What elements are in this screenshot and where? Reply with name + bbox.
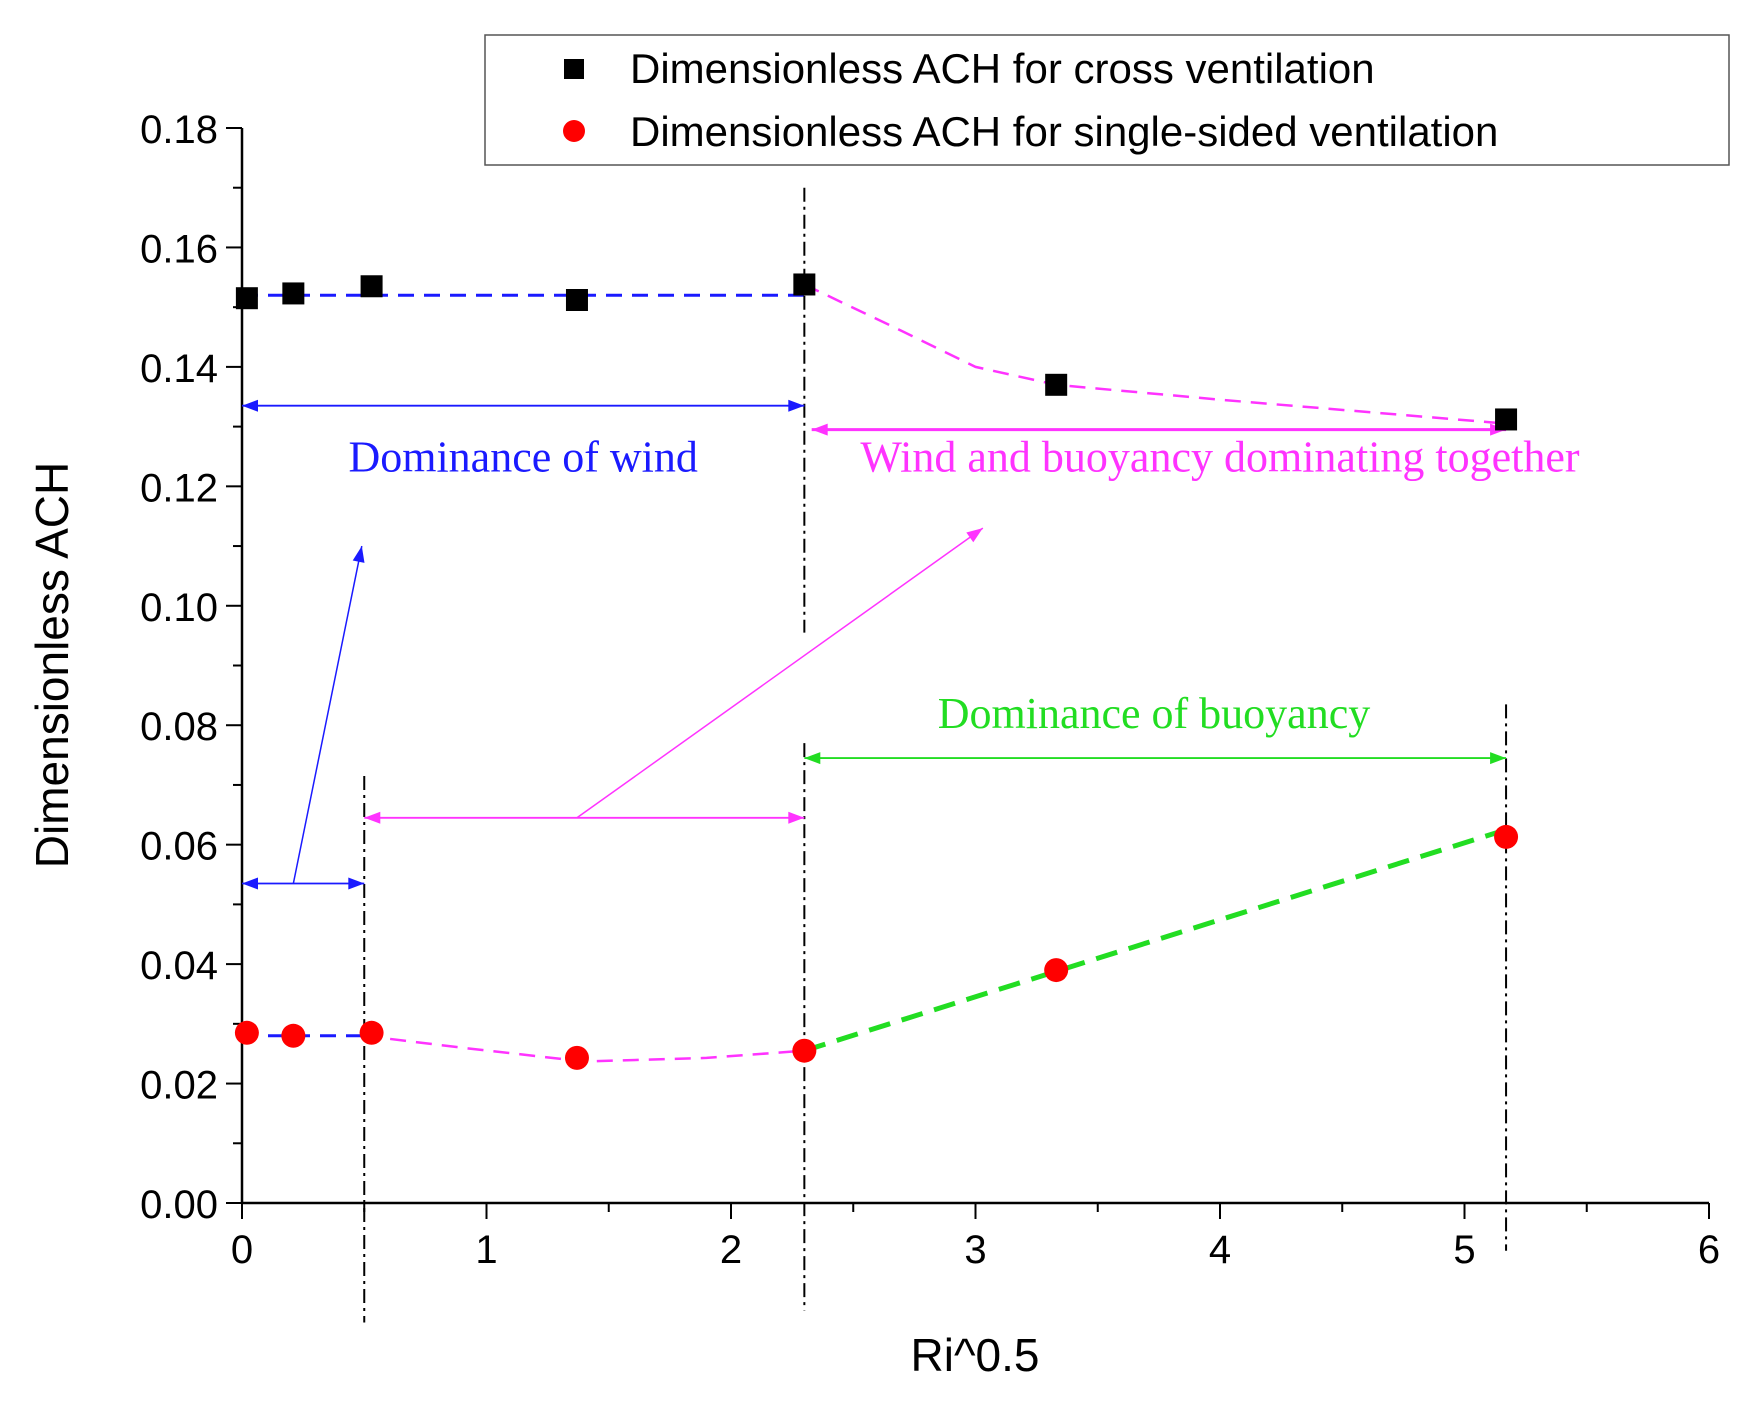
cross-ventilation-point: [793, 273, 816, 296]
x-tick-label: 6: [1698, 1228, 1720, 1272]
data-points: [234, 273, 1519, 1070]
arrowhead: [966, 528, 983, 543]
legend-marker-single: [563, 120, 585, 142]
x-tick-label: 4: [1209, 1228, 1231, 1272]
single-sided-ventilation-point: [281, 1023, 306, 1048]
cross-ventilation-point: [565, 289, 588, 311]
arrowhead: [811, 423, 828, 436]
single-sided-ventilation-point: [1044, 958, 1069, 983]
y-tick-label: 0.18: [140, 108, 218, 152]
single-sided-ventilation-point: [792, 1038, 817, 1063]
x-tick-label: 5: [1453, 1228, 1475, 1272]
arrowhead: [788, 399, 805, 412]
x-tick-label: 0: [231, 1228, 253, 1272]
y-tick-label: 0.12: [140, 466, 218, 510]
single-sided-ventilation-point: [564, 1045, 589, 1070]
single-sided-ventilation-point: [1494, 824, 1519, 849]
y-tick-label: 0.14: [140, 347, 218, 391]
pointer-arrows: [292, 527, 984, 884]
x-tick-label: 2: [720, 1228, 742, 1272]
legend: Dimensionless ACH for cross ventilation …: [484, 34, 1730, 166]
y-tick-label: 0.10: [140, 586, 218, 630]
x-tick-label: 3: [964, 1228, 986, 1272]
x-axis-label: Ri^0.5: [911, 1329, 1040, 1381]
fit-line-cross-decline: [803, 283, 1507, 425]
pointer-arrow-wind-pointer: [292, 545, 363, 884]
buoyancy-label: Dominance of buoyancy: [938, 689, 1371, 738]
plot-frame: [240, 128, 1709, 1205]
arrowhead: [788, 811, 805, 824]
arrowhead: [242, 399, 258, 412]
annotations: Dominance of wind Wind and buoyancy domin…: [348, 432, 1579, 738]
arrowhead: [348, 877, 365, 890]
legend-label-single: Dimensionless ACH for single-sided venti…: [630, 108, 1498, 155]
wind-label: Dominance of wind: [348, 432, 697, 481]
single-sided-ventilation-point: [234, 1020, 259, 1045]
y-axis-ticks: 0.00 0.02 0.04 0.06 0.08 0.10 0.12 0.14 0.16 0.18: [140, 108, 242, 1227]
arrowhead: [364, 811, 381, 824]
y-tick-label: 0.04: [140, 944, 218, 988]
single-sided-ventilation-point: [359, 1020, 384, 1045]
y-tick-label: 0.02: [140, 1064, 218, 1108]
y-tick-label: 0.08: [140, 705, 218, 749]
cross-ventilation-point: [360, 275, 383, 298]
legend-label-cross: Dimensionless ACH for cross ventilation: [630, 45, 1375, 92]
y-tick-label: 0.06: [140, 825, 218, 869]
y-tick-label: 0.00: [140, 1183, 218, 1227]
x-axis-ticks: 0 1 2 3 4 5 6: [231, 1203, 1720, 1272]
legend-marker-cross: [564, 59, 584, 79]
x-tick-label: 1: [475, 1228, 497, 1272]
arrowhead: [242, 877, 258, 890]
legend-box: [484, 34, 1730, 166]
y-tick-label: 0.16: [140, 227, 218, 271]
cross-ventilation-point: [235, 287, 258, 310]
fit-lines: [242, 283, 1507, 1063]
cross-ventilation-point: [282, 282, 305, 305]
cross-ventilation-point: [1495, 408, 1518, 431]
cross-ventilation-point: [1045, 373, 1068, 396]
arrowhead: [352, 546, 365, 563]
together-label: Wind and buoyancy dominating together: [860, 432, 1580, 481]
fit-line-single-rise: [803, 827, 1507, 1054]
range-arrows: [242, 399, 1507, 890]
pointer-arrow-together-pointer: [576, 527, 984, 819]
region-boundary-lines: [363, 187, 1508, 1323]
arrowhead: [1490, 752, 1507, 765]
arrowhead: [804, 752, 821, 765]
y-axis-label: Dimensionless ACH: [26, 462, 78, 868]
